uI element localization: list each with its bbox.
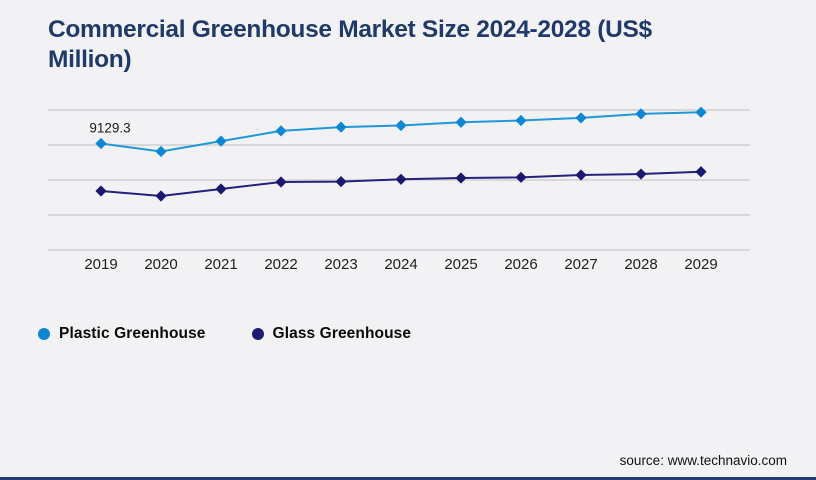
x-axis-label: 2027 <box>564 256 597 273</box>
data-point-marker <box>635 108 647 120</box>
chart-title-line2: Million) <box>48 46 132 73</box>
legend-item-glass-greenhouse: Glass Greenhouse <box>251 325 412 343</box>
x-axis-label: 2021 <box>204 256 237 273</box>
data-point-label: 9129.3 <box>89 120 130 135</box>
chart-title-line1: Commercial Greenhouse Market Size 2024-2… <box>48 16 652 43</box>
x-axis-label: 2026 <box>504 256 537 273</box>
data-point-marker <box>575 169 587 181</box>
data-point-marker <box>155 190 167 202</box>
legend-label: Plastic Greenhouse <box>59 325 206 342</box>
bottom-accent-bar <box>0 477 816 480</box>
data-point-marker <box>215 135 227 147</box>
x-axis-label: 2019 <box>84 256 117 273</box>
glass-series-dot-icon <box>251 328 264 340</box>
data-point-marker <box>215 183 227 195</box>
chart-title: Commercial Greenhouse Market Size 2024-2… <box>48 15 738 75</box>
data-point-marker <box>95 185 107 197</box>
data-point-marker <box>95 137 107 150</box>
x-axis-label: 2029 <box>684 256 717 273</box>
line-chart: 9129.3 2019 2020 2021 2022 2023 2024 2025 2026 20… <box>48 106 750 273</box>
data-point-marker <box>335 176 347 188</box>
data-point-marker <box>455 172 467 184</box>
x-axis-label: 2025 <box>444 256 477 273</box>
x-axis-label: 2023 <box>324 256 357 273</box>
series-glass-greenhouse <box>95 166 707 202</box>
data-point-marker <box>515 114 527 127</box>
x-axis-label: 2024 <box>384 256 417 273</box>
data-point-marker <box>275 176 287 188</box>
data-point-marker <box>515 171 527 183</box>
data-point-marker <box>395 173 407 185</box>
data-point-marker <box>335 121 347 133</box>
legend-label: Glass Greenhouse <box>272 325 412 342</box>
data-point-marker <box>455 116 467 128</box>
data-point-marker <box>155 145 167 158</box>
series-line <box>100 111 702 153</box>
x-axis-label: 2028 <box>624 256 657 273</box>
data-point-marker <box>395 119 407 132</box>
data-point-marker <box>695 106 707 118</box>
series-plastic-greenhouse <box>95 106 707 158</box>
data-point-marker <box>695 166 707 178</box>
x-axis-label: 2020 <box>144 256 177 273</box>
data-point-marker <box>635 168 647 180</box>
source-attribution: source: www.technavio.com <box>619 453 787 468</box>
chart-legend: Plastic Greenhouse Glass Greenhouse <box>38 325 411 343</box>
data-point-marker <box>575 112 587 124</box>
plastic-series-dot-icon <box>38 328 50 340</box>
data-point-marker <box>275 125 287 137</box>
legend-item-plastic-greenhouse: Plastic Greenhouse <box>38 325 206 343</box>
x-axis-label: 2022 <box>264 256 297 273</box>
